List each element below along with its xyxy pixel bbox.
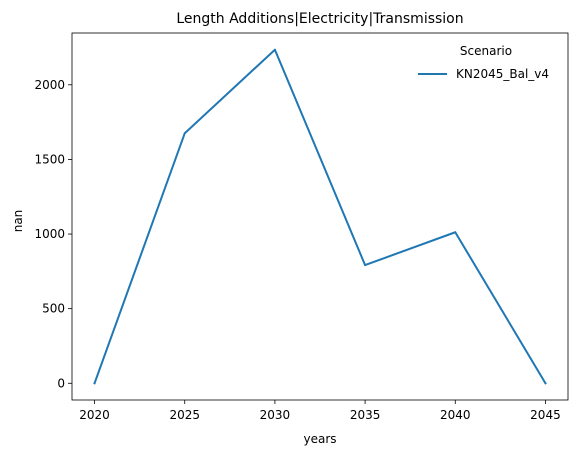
y-axis-label: nan — [11, 210, 25, 233]
x-axis: 2020 2025 2030 2035 2040 2045 — [79, 400, 561, 422]
data-point — [544, 382, 547, 385]
x-tick-label: 2045 — [530, 408, 561, 422]
y-tick-label: 500 — [42, 302, 65, 316]
x-tick-label: 2040 — [440, 408, 471, 422]
x-tick-label: 2020 — [79, 408, 110, 422]
series-line — [93, 48, 547, 385]
data-point — [273, 48, 276, 51]
legend-label: KN2045_Bal_v4 — [456, 67, 549, 81]
y-tick-label: 1000 — [34, 227, 65, 241]
x-tick-label: 2035 — [350, 408, 381, 422]
x-tick-label: 2025 — [169, 408, 200, 422]
y-tick-label: 0 — [57, 376, 65, 390]
x-axis-label: years — [303, 432, 336, 446]
chart-title: Length Additions|Electricity|Transmissio… — [176, 11, 463, 27]
plot-area — [71, 32, 569, 401]
y-tick-label: 2000 — [34, 78, 65, 92]
plot-frame — [71, 32, 569, 401]
y-axis: 0 500 1000 1500 2000 — [34, 78, 72, 390]
data-point — [454, 231, 457, 234]
legend-title: Scenario — [460, 44, 512, 58]
y-tick-label: 1500 — [34, 152, 65, 166]
data-point — [183, 132, 186, 135]
data-point — [93, 382, 96, 385]
data-point — [364, 264, 367, 267]
series-layer — [93, 48, 547, 385]
legend: Scenario KN2045_Bal_v4 — [418, 44, 549, 81]
x-tick-label: 2030 — [260, 408, 291, 422]
